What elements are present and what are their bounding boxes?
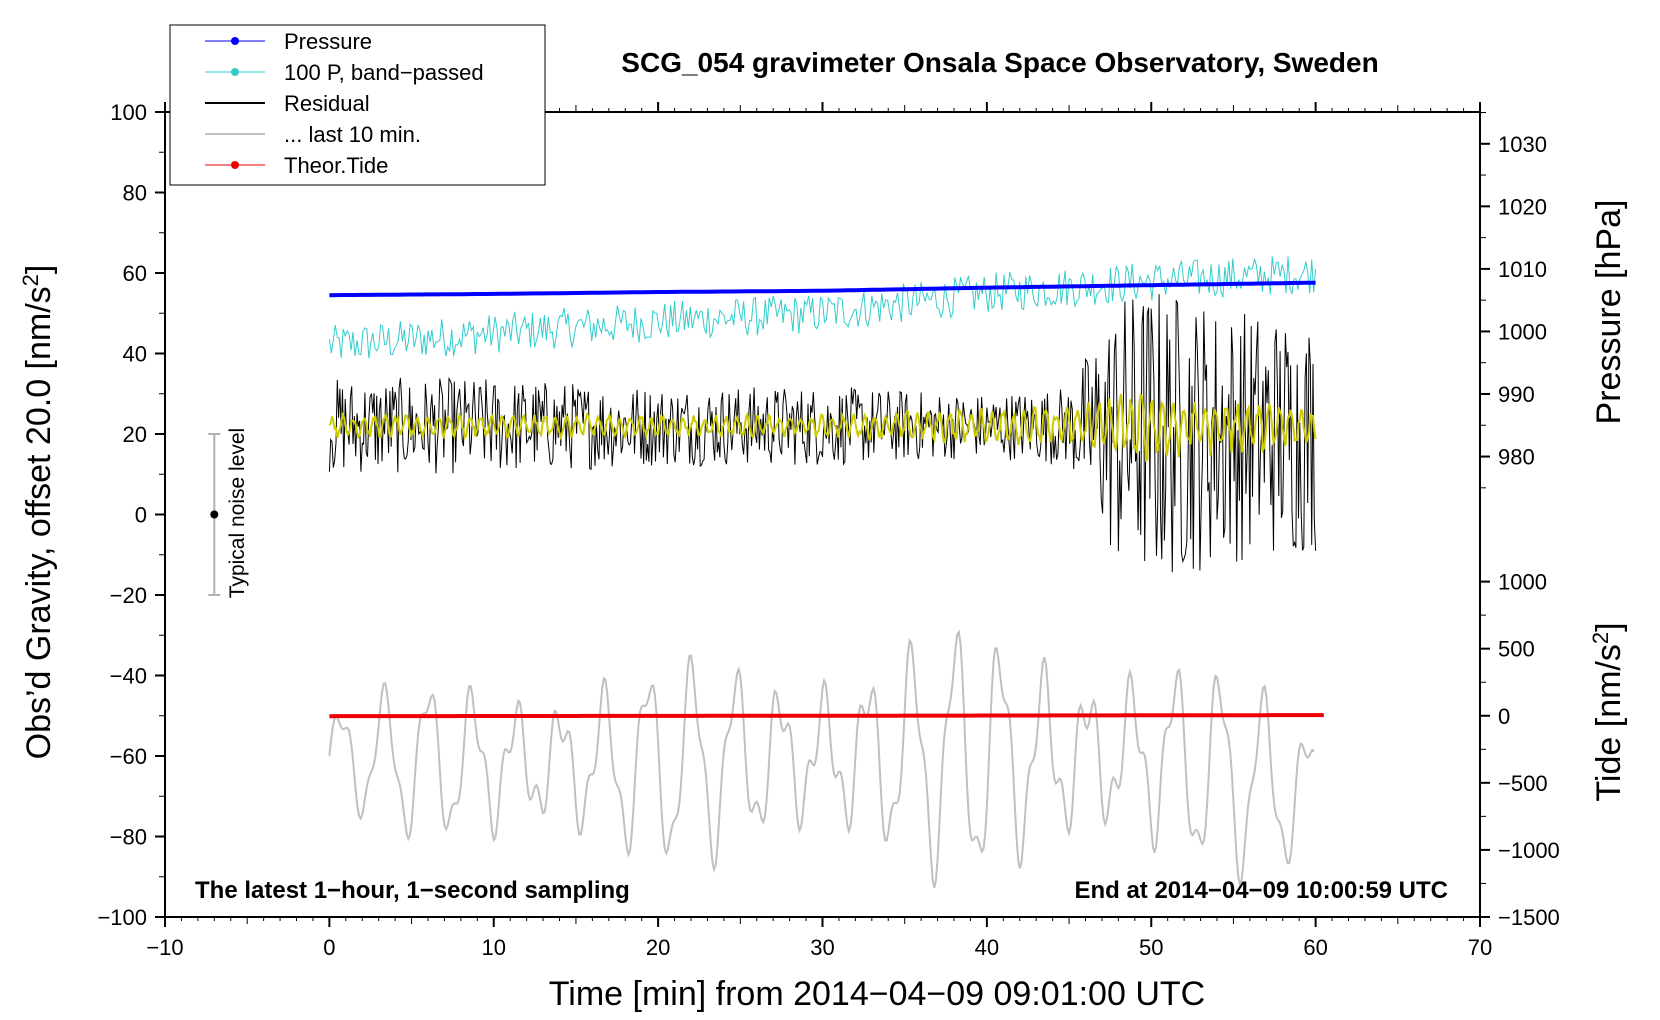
pressure-tick-label: 1010 [1498,257,1547,282]
legend-key-pressure-dot [231,37,239,45]
x-axis-title: Time [min] from 2014−04−09 09:01:00 UTC [549,975,1205,1013]
y-axis-left-title-end: ] [20,265,58,274]
y-left-tick-label: 60 [123,261,147,286]
y-axis-left-title: Obs’d Gravity, offset 20.0 [nm/s2] [18,265,58,760]
y-axis-left-title-sup: 2 [18,274,43,286]
end-time-note: End at 2014−04−09 10:00:59 UTC [1074,877,1448,904]
legend-label-pressure: Pressure [284,29,372,54]
y-axis-tide-title-sup: 2 [1588,632,1613,644]
pressure-tick-label: 980 [1498,445,1535,470]
y-left-tick-label: −100 [97,905,147,930]
legend-keys [205,37,265,169]
x-tick-label: 40 [975,935,999,960]
series-pressure [329,280,1316,298]
legend-label-tide: Theor.Tide [284,153,388,178]
series-last-10-min [328,629,1315,889]
y-left-tick-label: 100 [110,100,147,125]
y-left-tick-label: −60 [110,744,147,769]
y-left-tick-label: −40 [110,664,147,689]
series-residual-filtered [328,392,1317,463]
chart-title: SCG_054 gravimeter Onsala Space Observat… [621,47,1378,78]
series-bandpassed [328,256,1317,359]
legend-box [169,24,546,186]
legend-key-tide-dot [231,161,239,169]
y-axis-left-title-main: Obs’d Gravity, offset 20.0 [nm/s [20,286,58,759]
y-axis-tide-title-main: Tide [nm/s [1590,644,1628,801]
pressure-tick-label: 1030 [1498,132,1547,157]
legend-label-residual: Residual [284,91,370,116]
legend: Pressure 100 P, band−passed Residual ...… [169,24,546,186]
axis-ticks: −10 0 10 20 30 40 50 60 70−100−80−60−40−20020406… [97,100,1559,960]
y-left-tick-label: −80 [110,825,147,850]
noise-indicator-label: Typical noise level [226,428,249,598]
y-left-tick-label: 40 [123,342,147,367]
legend-key-bandpassed-dot [231,68,239,76]
y-left-tick-label: −20 [110,583,147,608]
tide-tick-label: 0 [1498,704,1510,729]
pressure-tick-label: 1020 [1498,194,1547,219]
x-tick-label: 30 [810,935,834,960]
y-axis-pressure-title: Pressure [hPa] [1590,200,1628,425]
y-left-tick-label: 20 [123,422,147,447]
series-theor-tide [329,713,1324,719]
tide-tick-label: 1000 [1498,570,1547,595]
x-tick-label: −10 [146,935,183,960]
series-layer [328,256,1324,889]
x-tick-label: 60 [1303,935,1327,960]
x-tick-label: 10 [482,935,506,960]
x-tick-label: 0 [323,935,335,960]
x-tick-label: 20 [646,935,670,960]
sampling-note: The latest 1−hour, 1−second sampling [195,877,630,904]
y-left-tick-label: 80 [123,181,147,206]
y-axis-tide-title-end: ] [1590,622,1628,631]
tide-tick-label: −500 [1498,771,1548,796]
x-tick-label: 70 [1468,935,1492,960]
legend-label-bandpassed: 100 P, band−passed [284,60,484,85]
pressure-tick-label: 1000 [1498,319,1547,344]
x-tick-label: 50 [1139,935,1163,960]
legend-label-last10: ... last 10 min. [284,122,421,147]
y-left-tick-label: 0 [135,503,147,528]
noise-center-dot [210,510,219,519]
y-axis-tide-title: Tide [nm/s2] [1588,622,1628,801]
pressure-tick-label: 990 [1498,382,1535,407]
tide-tick-label: −1500 [1498,905,1560,930]
tide-tick-label: 500 [1498,637,1535,662]
tide-tick-label: −1000 [1498,838,1560,863]
noise-indicator [208,433,221,596]
series-residual [328,294,1317,573]
